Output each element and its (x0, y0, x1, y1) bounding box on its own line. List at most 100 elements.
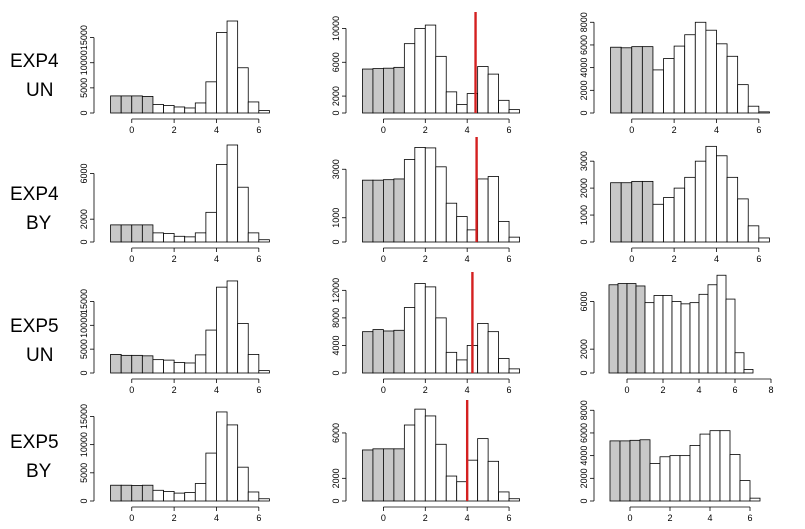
bar-r1c3-7 (684, 34, 696, 114)
x-tick-label-r1c2-0: 0 (381, 125, 386, 135)
bar-r4c2-10 (466, 459, 479, 502)
bar-r1c2-13 (498, 99, 510, 114)
bar-r3c1-6 (173, 362, 186, 374)
x-tick-label-r2c1-2: 4 (214, 254, 219, 264)
y-tick-label-r4c1-1: 5000 (79, 463, 89, 483)
y-tick-label-r3c3-1: 2000 (579, 339, 589, 359)
bar-r4c1-7 (184, 492, 196, 502)
histogram-r2c3: 0 1000 2000 3000 0 2 4 6 (579, 145, 770, 264)
histogram-r3c3: 0 2000 6000 0 2 4 6 8 (579, 274, 774, 395)
bar-r4c3-6 (669, 455, 681, 502)
bar-r3c3-9 (689, 302, 700, 374)
bar-r3c1-12 (237, 322, 249, 374)
bar-r2c1-6 (173, 235, 186, 243)
bar-r4c3-9 (699, 433, 711, 502)
y-tick-label-r4c2-1: 2000 (331, 468, 341, 488)
bar-r2c3-11 (726, 176, 739, 243)
y-tick-label-r1c3-0: 0 (579, 110, 589, 115)
y-tick-label-r2c1-2: 6000 (79, 164, 89, 184)
bar-r4c2-1 (372, 448, 384, 502)
y-tick-label-r3c2-3: 12000 (331, 278, 341, 303)
row-label-1: EXP4 UN (10, 51, 59, 101)
x-tick-label-r3c1-3: 6 (256, 385, 261, 395)
y-tick-label-r1c2-0: 0 (331, 110, 341, 115)
bar-r4c1-0 (110, 484, 122, 502)
bar-r4c2-5 (414, 408, 426, 502)
histogram-r1c3: 0 2000 4000 6000 8000 0 2 4 6 (579, 12, 770, 135)
x-tick-label-r1c1-1: 2 (172, 125, 177, 135)
row-label-1-line1: EXP4 (10, 51, 59, 72)
row-label-3-line2: UN (26, 345, 53, 366)
y-tick-label-r4c1-0: 0 (79, 498, 89, 503)
bar-r1c1-11 (226, 20, 239, 114)
bar-r1c3-1 (620, 47, 633, 114)
bar-r2c2-11 (477, 178, 489, 243)
bar-r1c1-1 (120, 95, 133, 114)
x-tick-label-r2c3-3: 6 (756, 254, 761, 264)
bar-r1c2-4 (403, 43, 416, 114)
bar-r2c3-4 (652, 203, 664, 243)
y-tick-label-r1c1-2: 10000 (79, 50, 89, 75)
bar-r3c2-0 (362, 331, 374, 374)
bar-r4c2-2 (383, 448, 395, 502)
x-tick-label-r4c1-3: 6 (256, 513, 261, 523)
bar-r2c3-14 (758, 237, 770, 243)
bar-r2c1-11 (226, 144, 239, 243)
bar-r4c1-6 (173, 492, 186, 502)
x-tick-label-r1c3-2: 4 (714, 125, 719, 135)
histogram-r4c1: 0 5000 10000 15000 0 2 4 6 (79, 404, 270, 523)
bar-r1c2-14 (508, 109, 520, 114)
bar-r4c3-13 (739, 480, 751, 502)
x-tick-label-r1c1-3: 6 (256, 125, 261, 135)
x-tick-label-r2c2-0: 0 (381, 254, 386, 264)
bar-r2c3-1 (620, 182, 633, 243)
bar-r3c2-7 (435, 317, 447, 374)
bar-r2c3-5 (663, 197, 675, 243)
x-tick-label-r3c3-2: 4 (696, 385, 701, 395)
bar-r4c1-11 (226, 424, 239, 502)
bar-r1c1-3 (141, 96, 154, 114)
row-label-4-line1: EXP5 (10, 432, 59, 453)
bar-r1c1-5 (163, 105, 175, 114)
bar-r1c2-11 (477, 66, 489, 114)
bar-r3c1-3 (141, 355, 154, 374)
y-tick-label-r1c1-1: 5000 (79, 78, 89, 98)
x-tick-label-r4c3-0: 0 (627, 513, 632, 523)
row-label-3: EXP5 UN (10, 316, 59, 366)
bar-r3c3-0 (608, 284, 619, 374)
bar-r1c3-10 (716, 43, 728, 114)
histogram-r2c1: 0 2000 6000 0 2 4 6 (79, 144, 270, 264)
bar-r2c3-8 (694, 160, 707, 243)
bar-r2c1-0 (110, 224, 122, 243)
bar-r3c1-0 (110, 353, 122, 374)
bar-r1c2-8 (445, 91, 458, 114)
bar-r2c1-13 (247, 232, 260, 243)
bar-r4c2-14 (508, 498, 520, 502)
bar-r3c1-9 (205, 329, 217, 374)
bar-r4c3-12 (729, 454, 741, 502)
bar-r3c3-3 (635, 285, 646, 374)
x-tick-label-r3c1-1: 2 (172, 385, 177, 395)
bar-r2c3-12 (737, 198, 749, 243)
bar-r2c2-7 (435, 166, 447, 243)
bar-r2c1-2 (131, 224, 143, 243)
bar-r3c2-1 (372, 329, 384, 374)
bar-r2c1-14 (258, 239, 270, 243)
bar-r1c2-1 (372, 68, 384, 114)
bar-r2c1-8 (194, 232, 207, 243)
bar-r3c1-8 (194, 354, 207, 374)
histogram-r1c2: 0 2000 6000 10000 0 2 4 6 (331, 12, 520, 135)
bar-r4c2-0 (362, 449, 374, 502)
bar-r1c1-0 (110, 95, 122, 114)
bar-r2c1-7 (184, 236, 196, 243)
bar-r1c1-6 (173, 106, 186, 114)
bar-r3c2-12 (487, 331, 499, 374)
bar-r4c3-0 (609, 440, 621, 502)
x-tick-label-r2c2-1: 2 (423, 254, 428, 264)
bar-r3c2-11 (477, 322, 489, 374)
bar-r2c2-6 (424, 147, 437, 243)
x-tick-label-r1c3-3: 6 (756, 125, 761, 135)
bar-r2c1-9 (205, 211, 217, 243)
x-tick-label-r3c2-2: 4 (465, 385, 470, 395)
